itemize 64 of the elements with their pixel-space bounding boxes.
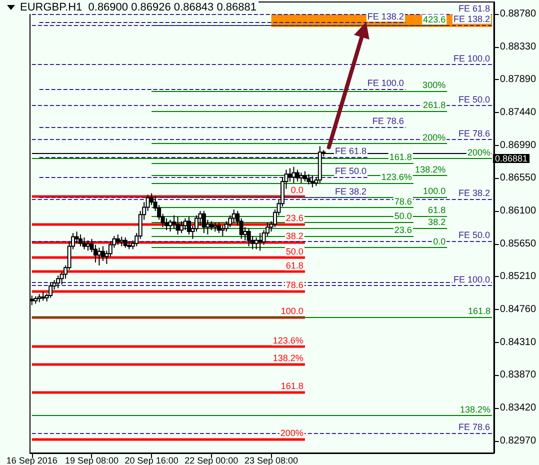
annotation: 423.6 — [423, 14, 446, 25]
annotation: 50.0 — [394, 210, 412, 221]
ref-line-label: 0.86881 — [494, 153, 528, 164]
ref-line-label: FE 100.0 — [453, 54, 490, 64]
annotation: 23.6 — [394, 224, 412, 235]
y-tick-label: 0.87890 — [500, 74, 536, 85]
annotation: 61.8 — [286, 260, 304, 270]
annotation: 161.8 — [468, 306, 490, 316]
annotation: 100.0 — [280, 306, 304, 316]
y-tick-label: 0.82970 — [500, 436, 536, 447]
y-tick-label: 0.87440 — [500, 106, 536, 118]
y-tick-label: 0.84310 — [500, 337, 536, 348]
y-tick-label: 0.83870 — [500, 370, 536, 381]
ref-line-label: FE 61.8 — [458, 4, 490, 14]
annotation: 123.6% — [272, 335, 304, 346]
y-tick-label: 0.86550 — [500, 172, 536, 184]
ref-line-label: FE 61.8 — [335, 146, 367, 156]
annotation: 38.2 — [428, 216, 446, 227]
y-tick-label: 0.84760 — [500, 304, 536, 316]
ref-line-label: FE 50.0 — [458, 230, 490, 240]
annotation: 200% — [467, 148, 490, 158]
ref-line-label: FE 78.6 — [458, 422, 490, 432]
chart-title: EURGBP.H1 0.86900 0.86926 0.86843 0.86881 — [20, 2, 256, 14]
ref-line-label: FE 50.0 — [335, 166, 367, 176]
annotation: 0.0 — [433, 236, 446, 247]
ref-line-label: FE 38.2 — [458, 188, 490, 198]
annotation: 161.8 — [389, 152, 412, 162]
annotation: 261.8 — [423, 100, 446, 110]
y-tick-label: 0.83420 — [500, 402, 536, 414]
y-tick-label: 0.86100 — [500, 205, 536, 216]
annotation: 38.2 — [286, 230, 304, 241]
ref-line-label: FE 78.6 — [458, 128, 490, 139]
annotation: 123.6% — [381, 172, 412, 182]
ref-line-label: FE 138.2 — [367, 12, 404, 22]
y-tick-label: 0.86990 — [500, 140, 536, 151]
annotation: 138.2% — [415, 164, 446, 175]
x-tick-label: 22 Sep 00:00 — [184, 456, 238, 465]
y-tick-label: 0.88330 — [500, 41, 536, 52]
annotation: 50.0 — [286, 246, 304, 256]
ref-line-label: FE 38.2 — [335, 186, 367, 197]
x-tick-label: 23 Sep 08:00 — [244, 456, 298, 465]
annotation: 300% — [422, 80, 446, 90]
annotation: 0.0 — [290, 185, 304, 196]
ref-line-label: FE 138.2 — [453, 14, 490, 24]
x-tick-label: 20 Sep 16:00 — [124, 456, 178, 465]
annotation: 78.6 — [286, 280, 304, 290]
y-tick-label: 0.85650 — [500, 238, 536, 250]
y-tick-label: 0.85210 — [500, 270, 536, 282]
ref-line-label: FE 100.0 — [453, 274, 490, 284]
annotation: 200% — [280, 428, 304, 438]
annotation: 23.6 — [286, 213, 304, 224]
y-tick-label: 0.88780 — [500, 8, 536, 20]
ref-line-label: FE 50.0 — [458, 94, 490, 105]
annotation: 138.2% — [272, 352, 304, 363]
annotation: 100.0 — [423, 186, 446, 196]
ref-line-label: FE 100.0 — [367, 78, 404, 88]
annotation: 161.8 — [280, 380, 304, 391]
annotation: 61.8 — [428, 205, 446, 216]
x-tick-label: 19 Sep 08:00 — [64, 456, 119, 465]
ref-line-label: FE 78.6 — [372, 116, 404, 126]
annotation: 138.2% — [460, 404, 490, 414]
annotation: 78.6 — [394, 196, 412, 206]
x-tick-label: 16 Sep 2016 — [6, 456, 58, 465]
annotation: 200% — [422, 132, 446, 142]
